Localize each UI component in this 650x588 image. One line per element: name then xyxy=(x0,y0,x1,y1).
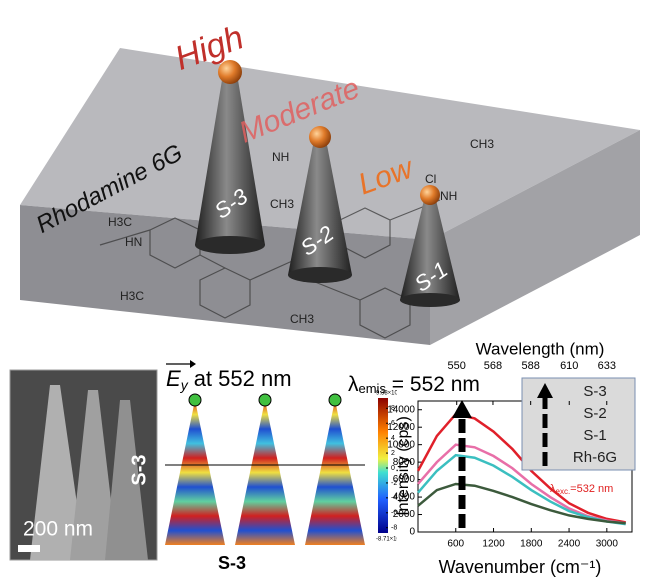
y-tick-label: 10000 xyxy=(387,439,415,450)
y-tick-label: 14000 xyxy=(387,404,415,415)
series-line xyxy=(417,482,626,525)
sim-label: S-3 xyxy=(218,553,246,573)
atom-label: H3C xyxy=(120,289,144,303)
lambda: λ xyxy=(550,483,556,495)
colorbar-tick-label: 2 xyxy=(391,450,395,457)
colorbar-tick-label: 8 xyxy=(391,405,395,412)
colorbar-min: -8.71×10⁻⁷ xyxy=(376,536,405,543)
y-tick-label: 0 xyxy=(409,527,415,538)
sem-cone xyxy=(70,390,118,560)
colorbar-tick-label: -2 xyxy=(391,480,397,487)
x2-tick-label: 568 xyxy=(484,360,502,372)
colorbar-tick-label: -6 xyxy=(391,510,397,517)
colorbar-max: 9.38×10⁻⁷ xyxy=(376,390,403,397)
x-tick-label: 600 xyxy=(447,539,464,550)
atom-label: CH3 xyxy=(270,197,294,211)
sem-cone xyxy=(105,400,148,560)
x2-tick-label: 633 xyxy=(598,360,616,372)
atom-label: NH xyxy=(272,150,289,164)
slab-side xyxy=(430,130,640,345)
sem-label: S-3 xyxy=(128,454,150,485)
colorbar-tick-label: -8 xyxy=(391,525,397,532)
cone xyxy=(288,145,352,275)
scale-bar xyxy=(18,545,40,552)
x2-tick-label: 550 xyxy=(448,360,466,372)
legend-label: S-2 xyxy=(583,405,606,422)
vector-arrowhead xyxy=(190,360,196,368)
cones: S-3 S-2 S-1 xyxy=(195,60,460,307)
y-tick-label: 4000 xyxy=(393,492,416,503)
x-tick-label: 1200 xyxy=(482,539,505,550)
series-line xyxy=(417,453,626,526)
legend-arrowhead xyxy=(537,383,553,398)
gold-tip xyxy=(218,60,242,84)
x2-tick-label: 588 xyxy=(521,360,539,372)
sim-title: Ey at 552 nm xyxy=(166,366,292,393)
field-map xyxy=(235,400,295,545)
sem-cone xyxy=(30,385,85,560)
colorbar xyxy=(378,398,388,533)
x2-axis-title: Wavelength (nm) xyxy=(476,339,605,358)
y-tick-label: 12000 xyxy=(387,422,415,433)
atom-label: CH3 xyxy=(470,137,494,151)
cone-base xyxy=(288,267,352,283)
field-map xyxy=(165,400,225,545)
emission-text: = 552 nm xyxy=(386,373,480,396)
slab-top xyxy=(20,48,640,240)
colorbar-tick-label: 6 xyxy=(391,420,395,427)
cone xyxy=(400,200,460,300)
chart: 0 2000 4000 6000 8000 10000 12000 14000 600 1200 1… xyxy=(387,404,626,550)
cone xyxy=(195,80,265,245)
excitation-label: λexc.=532 nm xyxy=(550,483,613,496)
cone-base xyxy=(195,236,265,254)
sim-title-text: at 552 nm xyxy=(194,366,292,391)
emission-sub: emis xyxy=(359,381,387,396)
gold-tip xyxy=(309,126,331,148)
gold-tip xyxy=(420,185,440,205)
x-tick-label: 3000 xyxy=(596,539,619,550)
molecule-labels: H3C HN H3C CH3 NH CH3 Cl NH CH3 xyxy=(108,137,494,326)
y-tick-label: 6000 xyxy=(393,474,416,485)
atom-label: H3C xyxy=(108,215,132,229)
emission-label: λemis = 552 nm xyxy=(348,373,480,397)
cone-base xyxy=(400,293,460,307)
trend-arrowhead xyxy=(452,400,472,418)
x-tick-label: 1800 xyxy=(520,539,543,550)
scale-bar-label: 200 nm xyxy=(23,518,93,541)
lambda: λ xyxy=(348,373,359,396)
atom-label: Cl xyxy=(425,172,436,186)
y-tick-label: 2000 xyxy=(393,509,416,520)
colorbar-tick-label: 4 xyxy=(391,435,395,442)
sem-image: S-3 200 nm xyxy=(9,369,158,561)
simulation: Ey at 552 nm 9.38×10⁻⁷ -8.71×10⁻⁷ S-3 xyxy=(165,360,405,573)
excitation-sub: exc. xyxy=(556,487,571,496)
atom-label: NH xyxy=(440,189,457,203)
legend-label: S-3 xyxy=(583,383,606,400)
y-axis-title: Intensity (cps) xyxy=(395,416,412,516)
x-axis-title: Wavenumber (cm⁻¹) xyxy=(439,557,602,577)
excitation-text: =532 nm xyxy=(570,483,613,495)
colorbar-tick-label: 0 xyxy=(391,465,395,472)
atom-label: HN xyxy=(125,235,142,249)
legend-label: Rh-6G xyxy=(573,449,617,466)
legend-label: S-1 xyxy=(583,427,606,444)
x2-tick-label: 610 xyxy=(560,360,578,372)
atom-label: CH3 xyxy=(290,312,314,326)
x-tick-label: 2400 xyxy=(558,539,581,550)
tips xyxy=(188,393,342,407)
field-symbol: E xyxy=(166,366,181,391)
y-tick-label: 8000 xyxy=(393,457,416,468)
colorbar-tick-label: -4 xyxy=(391,495,397,502)
field-map xyxy=(305,400,365,545)
field-subscript: y xyxy=(180,377,189,393)
